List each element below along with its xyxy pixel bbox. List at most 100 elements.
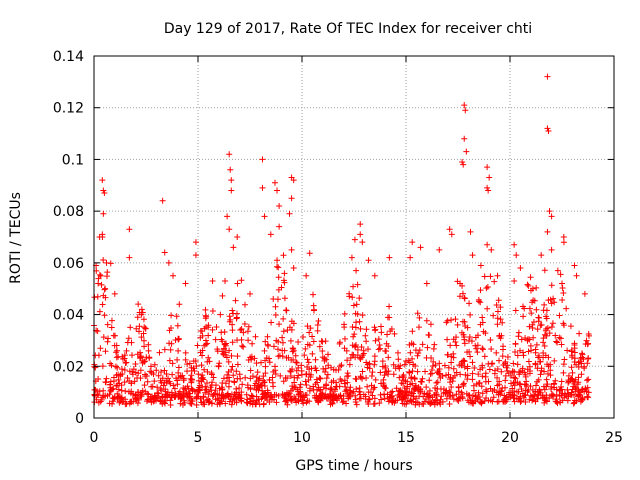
data-point — [419, 400, 426, 407]
data-point — [408, 398, 415, 405]
data-point — [134, 374, 141, 381]
data-point — [439, 372, 446, 379]
data-point — [239, 381, 246, 388]
data-point — [228, 401, 235, 408]
data-point — [445, 364, 452, 371]
data-point — [158, 387, 165, 394]
data-point — [371, 324, 378, 331]
data-point — [214, 346, 221, 353]
data-point — [571, 397, 578, 404]
data-point — [142, 325, 149, 332]
data-point — [97, 272, 104, 279]
data-point — [219, 348, 226, 355]
y-tick-label: 0.04 — [53, 308, 84, 324]
data-point — [416, 393, 423, 400]
data-point — [476, 379, 483, 386]
data-point — [102, 285, 109, 292]
data-point — [249, 340, 256, 347]
data-point — [281, 347, 288, 354]
data-point — [444, 336, 451, 343]
data-point — [341, 335, 348, 342]
data-point — [450, 350, 457, 357]
data-point — [228, 177, 235, 184]
data-point — [464, 376, 471, 383]
data-point — [238, 389, 245, 396]
data-point — [347, 354, 354, 361]
data-point — [238, 277, 245, 284]
data-point — [159, 393, 166, 400]
data-point — [174, 322, 181, 329]
data-point — [496, 357, 503, 364]
data-point — [389, 399, 396, 406]
data-point — [241, 301, 248, 308]
data-point — [571, 355, 578, 362]
data-point — [368, 372, 375, 379]
data-point — [518, 385, 525, 392]
data-point — [457, 371, 464, 378]
data-point — [233, 310, 240, 317]
data-point — [101, 190, 108, 197]
data-point — [141, 324, 148, 331]
data-point — [484, 305, 491, 312]
data-point — [579, 396, 586, 403]
data-point — [273, 399, 280, 406]
data-point — [261, 347, 268, 354]
data-point — [494, 272, 501, 279]
data-point — [372, 376, 379, 383]
data-point — [334, 397, 341, 404]
data-point — [206, 358, 213, 365]
data-point — [264, 387, 271, 394]
data-point — [295, 372, 302, 379]
data-point — [201, 401, 208, 408]
data-point — [283, 307, 290, 314]
data-point — [205, 324, 212, 331]
data-point — [466, 334, 473, 341]
data-point — [479, 362, 486, 369]
data-point — [233, 385, 240, 392]
data-point — [493, 349, 500, 356]
data-point — [124, 375, 131, 382]
data-point — [222, 380, 229, 387]
data-point — [227, 166, 234, 173]
data-point — [303, 382, 310, 389]
data-point — [229, 327, 236, 334]
data-point — [164, 392, 171, 399]
data-point — [511, 277, 518, 284]
data-point — [107, 360, 114, 367]
data-point — [424, 344, 431, 351]
data-point — [452, 316, 459, 323]
data-point — [156, 349, 163, 356]
data-point — [214, 401, 221, 408]
data-point — [491, 367, 498, 374]
data-point — [172, 336, 179, 343]
data-point — [148, 399, 155, 406]
data-point — [430, 358, 437, 365]
data-point — [253, 386, 260, 393]
data-point — [103, 259, 110, 266]
data-point — [237, 326, 244, 333]
data-point — [541, 343, 548, 350]
data-point — [161, 367, 168, 374]
data-point — [469, 400, 476, 407]
data-point — [347, 384, 354, 391]
data-point — [414, 399, 421, 406]
data-point — [191, 368, 198, 375]
data-point — [383, 348, 390, 355]
gridlines — [94, 56, 614, 418]
data-point — [306, 329, 313, 336]
data-point — [99, 301, 106, 308]
data-point — [272, 370, 279, 377]
data-point — [488, 246, 495, 253]
data-point — [423, 354, 430, 361]
data-point — [303, 399, 310, 406]
data-point — [453, 342, 460, 349]
data-point — [199, 352, 206, 359]
data-point — [544, 381, 551, 388]
data-point — [541, 386, 548, 393]
data-point — [110, 374, 117, 381]
data-point — [391, 330, 398, 337]
data-point — [469, 393, 476, 400]
y-tick-label: 0.06 — [53, 256, 84, 272]
data-point — [159, 197, 166, 204]
data-point — [576, 330, 583, 337]
